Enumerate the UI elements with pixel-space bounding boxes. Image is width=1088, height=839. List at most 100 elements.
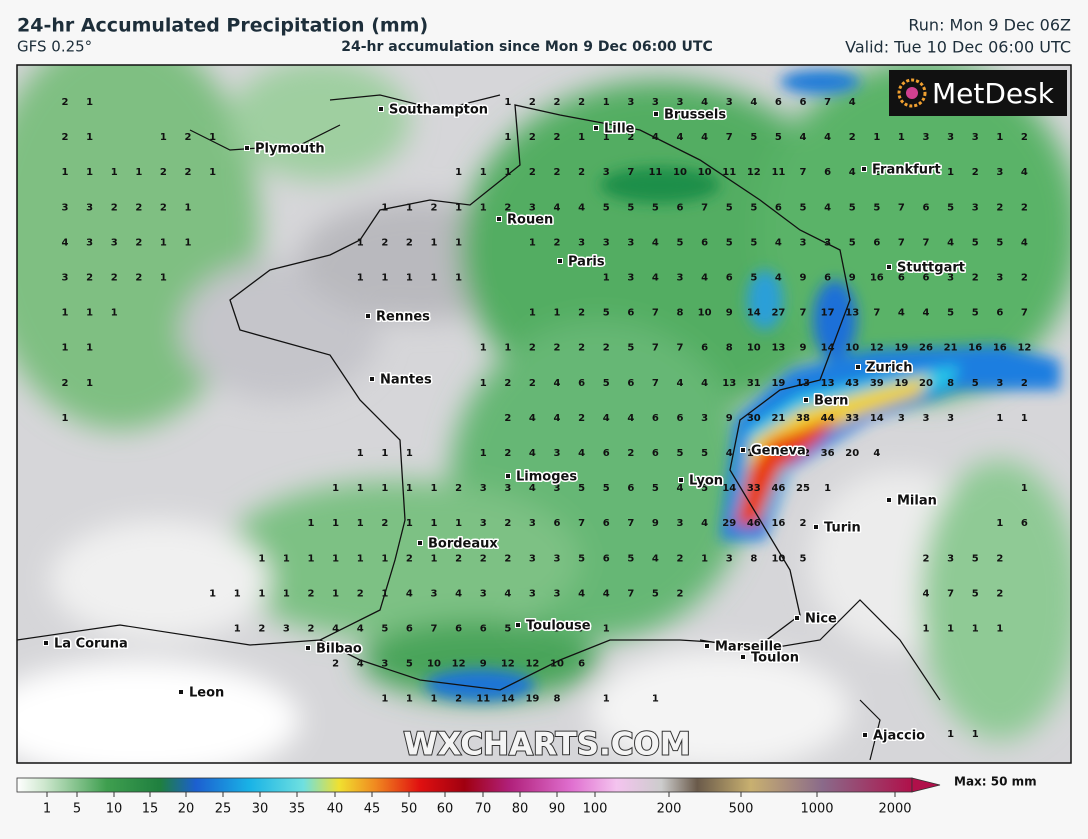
- grid-value: 1: [996, 132, 1003, 143]
- grid-value: 1: [529, 237, 536, 248]
- grid-value: 1: [578, 132, 585, 143]
- grid-value: 2: [1021, 202, 1028, 213]
- grid-value: 1: [923, 624, 930, 635]
- grid-value: 1: [381, 694, 388, 705]
- grid-value: 9: [652, 518, 659, 529]
- grid-value: 4: [504, 588, 511, 599]
- city-dot: [678, 477, 684, 483]
- grid-value: 2: [185, 132, 192, 143]
- grid-value: 7: [578, 624, 585, 635]
- grid-value: 19: [894, 378, 908, 389]
- grid-value: 7: [923, 237, 930, 248]
- grid-value: 9: [800, 343, 807, 354]
- grid-value: 6: [652, 448, 659, 459]
- grid-value: 4: [578, 202, 585, 213]
- city-label: Ajaccio: [873, 729, 925, 744]
- grid-value: 2: [504, 202, 511, 213]
- grid-value: 17: [821, 308, 835, 319]
- grid-value: 5: [603, 202, 610, 213]
- grid-value: 3: [947, 132, 954, 143]
- city-label: Paris: [568, 255, 605, 270]
- grid-value: 4: [578, 448, 585, 459]
- grid-value: 16: [870, 273, 884, 284]
- grid-value: 6: [578, 659, 585, 670]
- grid-value: 1: [357, 273, 364, 284]
- grid-value: 2: [554, 343, 561, 354]
- grid-value: 1: [504, 97, 511, 108]
- grid-value: 6: [480, 624, 487, 635]
- grid-value: 7: [701, 202, 708, 213]
- grid-value: 21: [944, 343, 958, 354]
- grid-value: 13: [771, 343, 785, 354]
- grid-value: 6: [873, 237, 880, 248]
- grid-value: 9: [800, 273, 807, 284]
- grid-value: 4: [652, 273, 659, 284]
- grid-value: 16: [771, 518, 785, 529]
- grid-value: 4: [652, 553, 659, 564]
- city-dot: [515, 622, 521, 628]
- grid-value: 3: [996, 167, 1003, 178]
- grid-value: 1: [86, 343, 93, 354]
- grid-value: 6: [603, 553, 610, 564]
- grid-value: 2: [578, 343, 585, 354]
- grid-value: 1: [504, 167, 511, 178]
- grid-value: 2: [529, 343, 536, 354]
- grid-value: 1: [603, 624, 610, 635]
- grid-value: 10: [673, 167, 687, 178]
- grid-value: 4: [800, 132, 807, 143]
- city-dot: [305, 645, 311, 651]
- grid-value: 9: [480, 659, 487, 670]
- grid-value: 2: [455, 483, 462, 494]
- grid-value: 3: [554, 588, 561, 599]
- grid-value: 6: [627, 483, 634, 494]
- grid-value: 3: [996, 378, 1003, 389]
- city-dot: [369, 376, 375, 382]
- grid-value: 7: [800, 167, 807, 178]
- grid-value: 5: [972, 588, 979, 599]
- grid-value: 9: [849, 273, 856, 284]
- grid-value: 4: [701, 273, 708, 284]
- grid-value: 4: [554, 413, 561, 424]
- grid-value: 4: [898, 308, 905, 319]
- grid-value: 6: [652, 413, 659, 424]
- grid-value: 1: [332, 553, 339, 564]
- grid-value: 1: [996, 518, 1003, 529]
- grid-value: 4: [775, 273, 782, 284]
- grid-value: 3: [923, 132, 930, 143]
- grid-value: 12: [1017, 343, 1031, 354]
- grid-value: 2: [996, 202, 1003, 213]
- grid-value: 4: [554, 202, 561, 213]
- grid-value: 2: [406, 237, 413, 248]
- grid-value: 1: [480, 202, 487, 213]
- grid-value: 6: [578, 378, 585, 389]
- grid-value: 2: [135, 237, 142, 248]
- grid-value: 2: [923, 553, 930, 564]
- grid-value: 10: [845, 343, 859, 354]
- city-dot: [378, 106, 384, 112]
- grid-value: 4: [824, 132, 831, 143]
- grid-value: 8: [750, 553, 757, 564]
- grid-value: 1: [62, 167, 69, 178]
- grid-value: 2: [873, 167, 880, 178]
- colorbar-label: 200: [657, 802, 682, 817]
- colorbar-label: 45: [364, 802, 381, 817]
- grid-value: 4: [849, 167, 856, 178]
- grid-value: 20: [919, 378, 933, 389]
- grid-value: 1: [283, 588, 290, 599]
- colorbar-label: 25: [215, 802, 232, 817]
- grid-value: 33: [747, 483, 761, 494]
- grid-value: 1: [381, 202, 388, 213]
- colorbar-label: 60: [437, 802, 454, 817]
- grid-values: 2 1 1 2 2 2 1 3 3 3 4 3 4 6 6 7 42 1 1 2 1 1 2 2 1 1 2 4 4 4 7 5 5 4 4 2 1 1 3…: [62, 97, 1032, 740]
- grid-value: 1: [406, 273, 413, 284]
- city-label: Nantes: [380, 373, 432, 388]
- run: Run: Mon 9 Dec 06Z: [908, 16, 1071, 35]
- grid-value: 1: [455, 518, 462, 529]
- colorbar-label: 15: [142, 802, 159, 817]
- grid-value: 3: [898, 413, 905, 424]
- grid-value: 1: [898, 132, 905, 143]
- grid-value: 5: [750, 202, 757, 213]
- grid-value: 8: [947, 378, 954, 389]
- grid-value: 3: [381, 659, 388, 670]
